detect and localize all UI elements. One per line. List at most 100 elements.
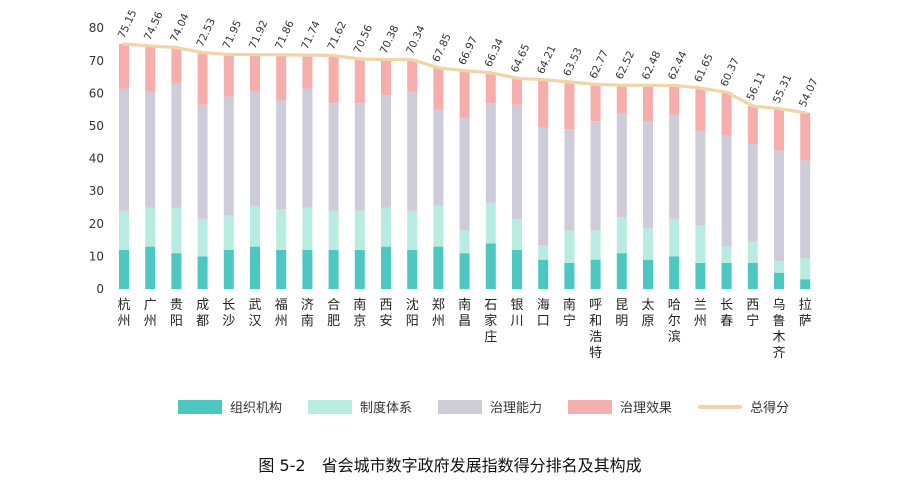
legend-swatch-institution [308, 399, 353, 414]
bar-segment-institution [381, 207, 391, 247]
bar-segment-organization [800, 279, 811, 289]
category-label: 西安 [379, 298, 392, 329]
category-label: 成都 [196, 298, 209, 329]
bar-segment-effect [433, 67, 444, 110]
bar-segment-organization [276, 249, 287, 289]
bar-segment-capability [223, 96, 234, 216]
bar-segment-organization [171, 253, 182, 289]
total-value-label: 54.07 [797, 77, 821, 109]
bar-segment-capability [485, 103, 496, 203]
legend-item-organization: 组织机构 [178, 397, 282, 416]
bar-segment-institution [512, 218, 522, 250]
bar-segment-capability [590, 121, 601, 231]
category-label: 沈阳 [406, 298, 419, 329]
bar-segment-institution [747, 241, 758, 263]
bar-segment-institution [564, 230, 575, 263]
bar-segment-organization [459, 253, 470, 289]
legend-swatch-organization [178, 399, 222, 414]
bar-segment-organization [721, 262, 732, 289]
legend-item-effect: 治理效果 [568, 397, 672, 416]
bar-segment-effect [747, 106, 758, 144]
y-tick-label: 50 [89, 119, 104, 133]
bar-segment-effect [459, 70, 470, 118]
bar-segment-effect [119, 44, 129, 89]
bar-segment-institution [197, 218, 208, 257]
total-value-label: 56.11 [745, 70, 769, 102]
legend-swatch-total [698, 404, 743, 409]
bar-segment-organization [354, 249, 365, 289]
total-value-label: 74.04 [168, 11, 192, 44]
category-label: 海口 [537, 298, 550, 329]
bar-segment-effect [512, 78, 522, 105]
bar-segment-capability [197, 104, 208, 219]
total-value-label: 74.56 [142, 10, 166, 43]
category-label: 贵阳 [170, 298, 183, 329]
bar-segment-effect [328, 55, 339, 104]
total-value-label: 67.85 [430, 32, 454, 64]
bar-segment-organization [407, 249, 418, 289]
total-value-label: 62.77 [587, 48, 611, 80]
category-label: 昆明 [615, 298, 628, 329]
legend-label-total: 总得分 [750, 401, 790, 416]
bar-segment-effect [485, 72, 496, 104]
bar-segment-organization [669, 256, 680, 289]
bar-segment-organization [512, 249, 522, 289]
y-tick-label: 70 [89, 54, 104, 68]
total-value-label: 62.48 [640, 49, 664, 81]
category-label: 武汉 [248, 298, 261, 329]
bar-segment-institution [459, 230, 470, 254]
category-label: 长春 [720, 298, 733, 329]
bar-segment-effect [616, 85, 627, 113]
y-tick-label: 60 [89, 86, 104, 100]
category-label: 郑州 [432, 298, 445, 329]
category-label: 合肥 [327, 298, 340, 329]
bar-segment-organization [197, 256, 208, 289]
total-score-line [122, 42, 807, 115]
legend-item-institution: 制度体系 [308, 397, 412, 416]
total-value-label: 66.97 [456, 35, 480, 67]
bar-segment-capability [512, 104, 522, 219]
legend-label-organization: 组织机构 [230, 401, 283, 416]
legend-label-institution: 制度体系 [360, 401, 413, 416]
bar-segment-capability [250, 91, 260, 206]
bar-segment-capability [119, 88, 129, 211]
bar-segment-institution [643, 228, 653, 260]
total-value-label: 62.44 [666, 49, 690, 82]
total-value-label: 70.34 [404, 23, 428, 56]
bar-segment-organization [223, 249, 234, 289]
bar-segment-capability [800, 160, 811, 259]
total-value-label: 71.62 [325, 19, 349, 51]
legend-label-capability: 治理能力 [490, 401, 543, 416]
bar-segment-effect [302, 55, 313, 89]
bar-segment-organization [119, 249, 129, 289]
bar-segment-institution [538, 244, 549, 260]
category-label: 太原 [641, 298, 654, 329]
total-value-label: 70.56 [352, 23, 376, 56]
bar-segment-capability [433, 109, 444, 206]
bar-segment-effect [669, 85, 680, 115]
category-label: 乌鲁木齐 [772, 297, 785, 361]
bar-segment-capability [643, 121, 653, 229]
bar-segment-institution [721, 246, 732, 263]
category-label: 拉萨 [799, 298, 812, 329]
bar-segment-institution [276, 209, 287, 250]
bar-segment-capability [354, 103, 365, 211]
bar-segment-effect [407, 59, 418, 92]
bar-segment-effect [171, 47, 182, 84]
bar-segment-organization [774, 272, 784, 289]
bar-segment-capability [276, 99, 287, 210]
bar-segment-institution [590, 230, 601, 260]
total-value-label: 60.37 [718, 56, 742, 88]
bar-segment-effect [381, 59, 391, 96]
total-value-label: 64.21 [535, 44, 559, 76]
total-score-line-layer [122, 42, 807, 115]
y-tick-label: 30 [89, 184, 104, 198]
legend-swatch-effect [568, 399, 613, 414]
total-value-label: 71.95 [221, 18, 245, 50]
category-label: 银川 [510, 298, 523, 329]
bar-segment-capability [302, 88, 313, 208]
bar-segment-effect [721, 92, 732, 136]
bar-segment-institution [433, 205, 444, 247]
bar-segment-institution [328, 210, 339, 250]
bar-segment-institution [774, 261, 784, 273]
